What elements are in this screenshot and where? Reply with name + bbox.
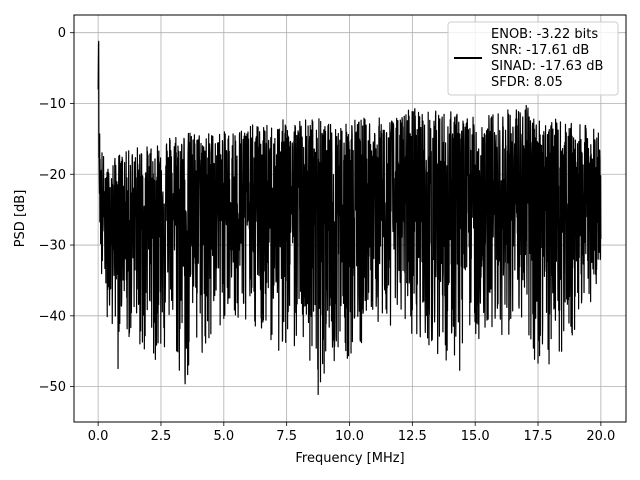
x-tick-label: 20.0 xyxy=(586,429,615,444)
legend-sfdr: SFDR: 8.05 xyxy=(491,75,563,90)
legend-box xyxy=(447,21,619,96)
x-tick-label: 17.5 xyxy=(524,429,553,444)
y-axis-label: PSD [dB] xyxy=(13,190,28,248)
y-tick-label: −10 xyxy=(39,97,66,112)
legend-sinad: SINAD: -17.63 dB xyxy=(491,59,603,74)
psd-series-line xyxy=(97,40,602,396)
x-tick-label: 10.0 xyxy=(335,429,364,444)
y-tick-label: −20 xyxy=(39,168,66,183)
legend: ENOB: -3.22 bits SNR: -17.61 dB SINAD: -… xyxy=(447,21,619,96)
x-tick-label: 2.5 xyxy=(151,429,172,444)
x-tick-label: 7.5 xyxy=(276,429,297,444)
series-layer xyxy=(97,40,602,396)
y-tick-label: 0 xyxy=(58,26,66,41)
y-tick-label: −40 xyxy=(39,309,66,324)
legend-enob: ENOB: -3.22 bits xyxy=(491,27,598,42)
x-tick-label: 15.0 xyxy=(461,429,490,444)
plot-frame xyxy=(73,14,627,423)
x-axis-label: Frequency [MHz] xyxy=(295,451,404,466)
x-tick-label: 5.0 xyxy=(213,429,234,444)
y-tick-label: −30 xyxy=(39,239,66,254)
x-tick-label: 0.0 xyxy=(88,429,109,444)
legend-snr: SNR: -17.61 dB xyxy=(491,43,589,58)
ticks-layer: 0.0 2.5 5.0 7.5 10.0 12.5 15.0 17.5 20.0 0 −10 −20 −… xyxy=(39,26,616,444)
y-tick-label: −50 xyxy=(39,380,66,395)
x-tick-label: 12.5 xyxy=(398,429,427,444)
